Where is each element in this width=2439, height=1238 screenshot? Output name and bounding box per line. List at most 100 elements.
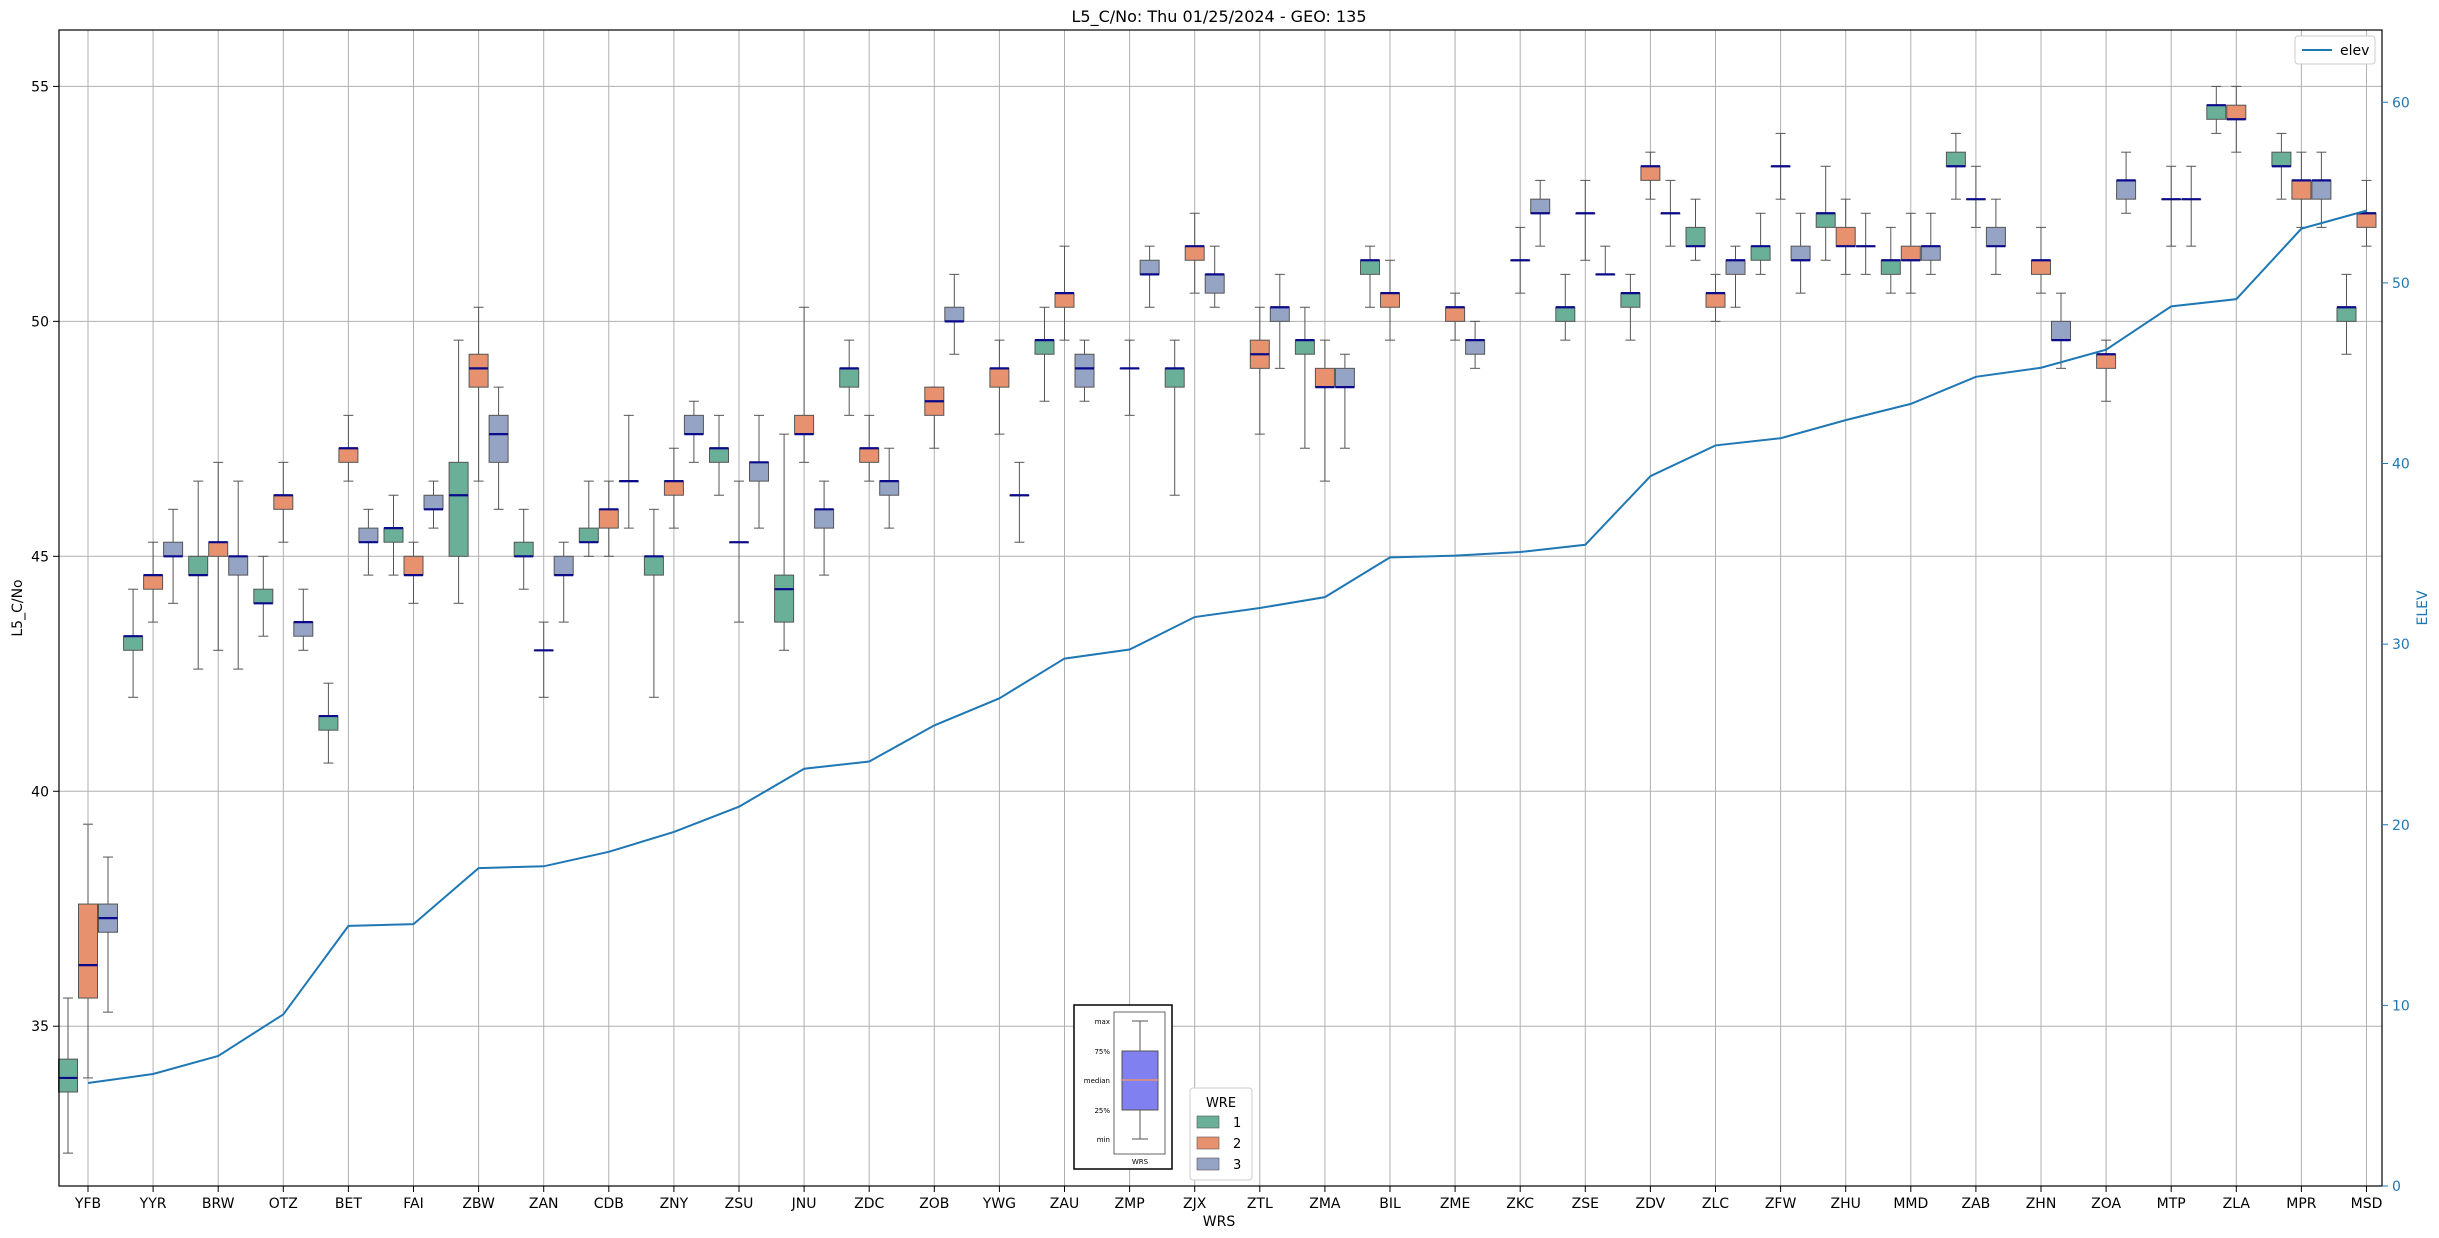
box-series-1	[2336, 306, 2357, 322]
box-series-1	[123, 635, 144, 651]
box-series-2	[1640, 165, 1661, 181]
x-axis-label: WRS	[1203, 1214, 1236, 1230]
box-series-2	[989, 367, 1010, 388]
inset-label: max	[1095, 1018, 1110, 1026]
box-series-2	[1380, 292, 1400, 308]
x-tick-label: MMD	[1893, 1196, 1928, 1212]
inset-label: median	[1084, 1077, 1110, 1085]
box-series-2	[1445, 306, 1466, 322]
wre-legend-label: 2	[1233, 1137, 1241, 1152]
box-series-2	[403, 555, 424, 576]
inset-label: min	[1097, 1136, 1110, 1144]
box-series-3	[749, 461, 769, 482]
y2-tick-label: 20	[2392, 818, 2410, 834]
box-series-1	[318, 715, 339, 731]
y2-tick-label: 10	[2392, 998, 2410, 1014]
x-axis: YFB YYR BRW OTZ BET FAI ZBW ZAN CDB ZNY ZSU JNU ZDC Z…	[74, 1186, 2382, 1212]
right-axis: 0 10 20 30 40 50 60	[2382, 95, 2410, 1195]
box-series-1	[2206, 104, 2227, 120]
box-series-1	[643, 555, 664, 576]
x-tick-label: ZAN	[529, 1196, 559, 1212]
y-tick-label: 45	[31, 549, 49, 565]
box-series-3	[1074, 353, 1095, 388]
y-tick-label: 50	[31, 314, 49, 330]
wre-legend: WRE 1 2 3	[1189, 1087, 1253, 1181]
inset-label: 75%	[1094, 1048, 1110, 1056]
box-series-1	[1750, 245, 1771, 261]
box-series-3	[1465, 339, 1486, 355]
x-tick-label: ZDC	[854, 1196, 884, 1212]
box-series-1	[188, 555, 209, 576]
x-tick-label: MSD	[2351, 1196, 2383, 1212]
box-series-3	[1790, 245, 1811, 261]
plot-frame	[58, 29, 2383, 1187]
chart-title: L5_C/No: Thu 01/25/2024 - GEO: 135	[1071, 7, 1366, 27]
elev-legend-label: elev	[2340, 43, 2369, 59]
y2-tick-label: 0	[2392, 1179, 2401, 1195]
box-series-2	[2031, 259, 2051, 275]
box-explainer-inset: max 75% median 25% min WRS	[1073, 1004, 1173, 1170]
box-series-2	[663, 480, 684, 496]
x-tick-label: ZJX	[1183, 1196, 1207, 1212]
box-series-1	[448, 461, 469, 557]
box-series-3	[1725, 259, 1746, 275]
box-series-1	[383, 527, 404, 543]
box-series-3	[1985, 226, 2006, 247]
box-series-2	[1705, 292, 1726, 308]
box-series-3	[2311, 179, 2332, 200]
box-series-1	[58, 1058, 78, 1093]
box-series-2	[2356, 212, 2377, 228]
box-series-2	[1054, 292, 1075, 308]
x-tick-label: ZMP	[1115, 1196, 1145, 1212]
x-tick-label: ZDV	[1636, 1196, 1666, 1212]
box-series-1	[1555, 306, 1576, 322]
inset-label: 25%	[1094, 1107, 1110, 1115]
x-tick-label: OTZ	[269, 1196, 298, 1212]
box-series-1	[774, 574, 795, 623]
box-series-1	[1620, 292, 1641, 308]
x-tick-label: ZSU	[725, 1196, 754, 1212]
x-tick-label: ZNY	[660, 1196, 689, 1212]
box-series-2	[598, 508, 619, 529]
wre-legend-label: 3	[1233, 1158, 1241, 1173]
x-tick-label: FAI	[403, 1196, 423, 1212]
box-series-3	[488, 414, 509, 463]
x-tick-label: YWG	[982, 1196, 1016, 1212]
box-series-3	[1269, 306, 1290, 322]
x-tick-label: ZAU	[1050, 1196, 1079, 1212]
box-series-2	[859, 447, 880, 463]
box-series-2	[794, 414, 815, 435]
box-series-3	[2116, 179, 2137, 200]
box-series-2	[338, 447, 359, 463]
y-tick-label: 55	[31, 79, 49, 95]
box-series-2	[2096, 353, 2117, 369]
box-series-1	[709, 447, 729, 463]
x-tick-label: ZOA	[2091, 1196, 2121, 1212]
boxes	[58, 85, 2377, 1154]
elev-line	[87, 209, 2367, 1085]
box-series-3	[683, 414, 704, 435]
box-series-2	[143, 574, 164, 590]
box-series-2	[1314, 367, 1335, 388]
x-tick-label: ZOB	[919, 1196, 949, 1212]
box-series-1	[578, 527, 599, 543]
wre-legend-title: WRE	[1206, 1096, 1236, 1111]
box-series-3	[1920, 245, 1941, 261]
x-tick-label: ZSE	[1572, 1196, 1599, 1212]
box-series-1	[1815, 212, 1836, 228]
x-tick-label: ZHN	[2026, 1196, 2057, 1212]
box-series-2	[78, 903, 98, 999]
box-series-3	[879, 480, 900, 496]
grid	[59, 30, 2382, 1186]
x-tick-label: JNU	[791, 1196, 817, 1212]
elev-legend: elev	[2294, 35, 2376, 65]
wre-legend-swatch	[1196, 1157, 1220, 1171]
x-tick-label: ZAB	[1962, 1196, 1991, 1212]
box-series-3	[228, 555, 249, 576]
box-series-1	[839, 367, 860, 388]
box-series-1	[1880, 259, 1901, 275]
y2-tick-label: 60	[2392, 95, 2410, 111]
y-tick-label: 35	[31, 1019, 49, 1035]
box-series-2	[1835, 226, 1856, 247]
